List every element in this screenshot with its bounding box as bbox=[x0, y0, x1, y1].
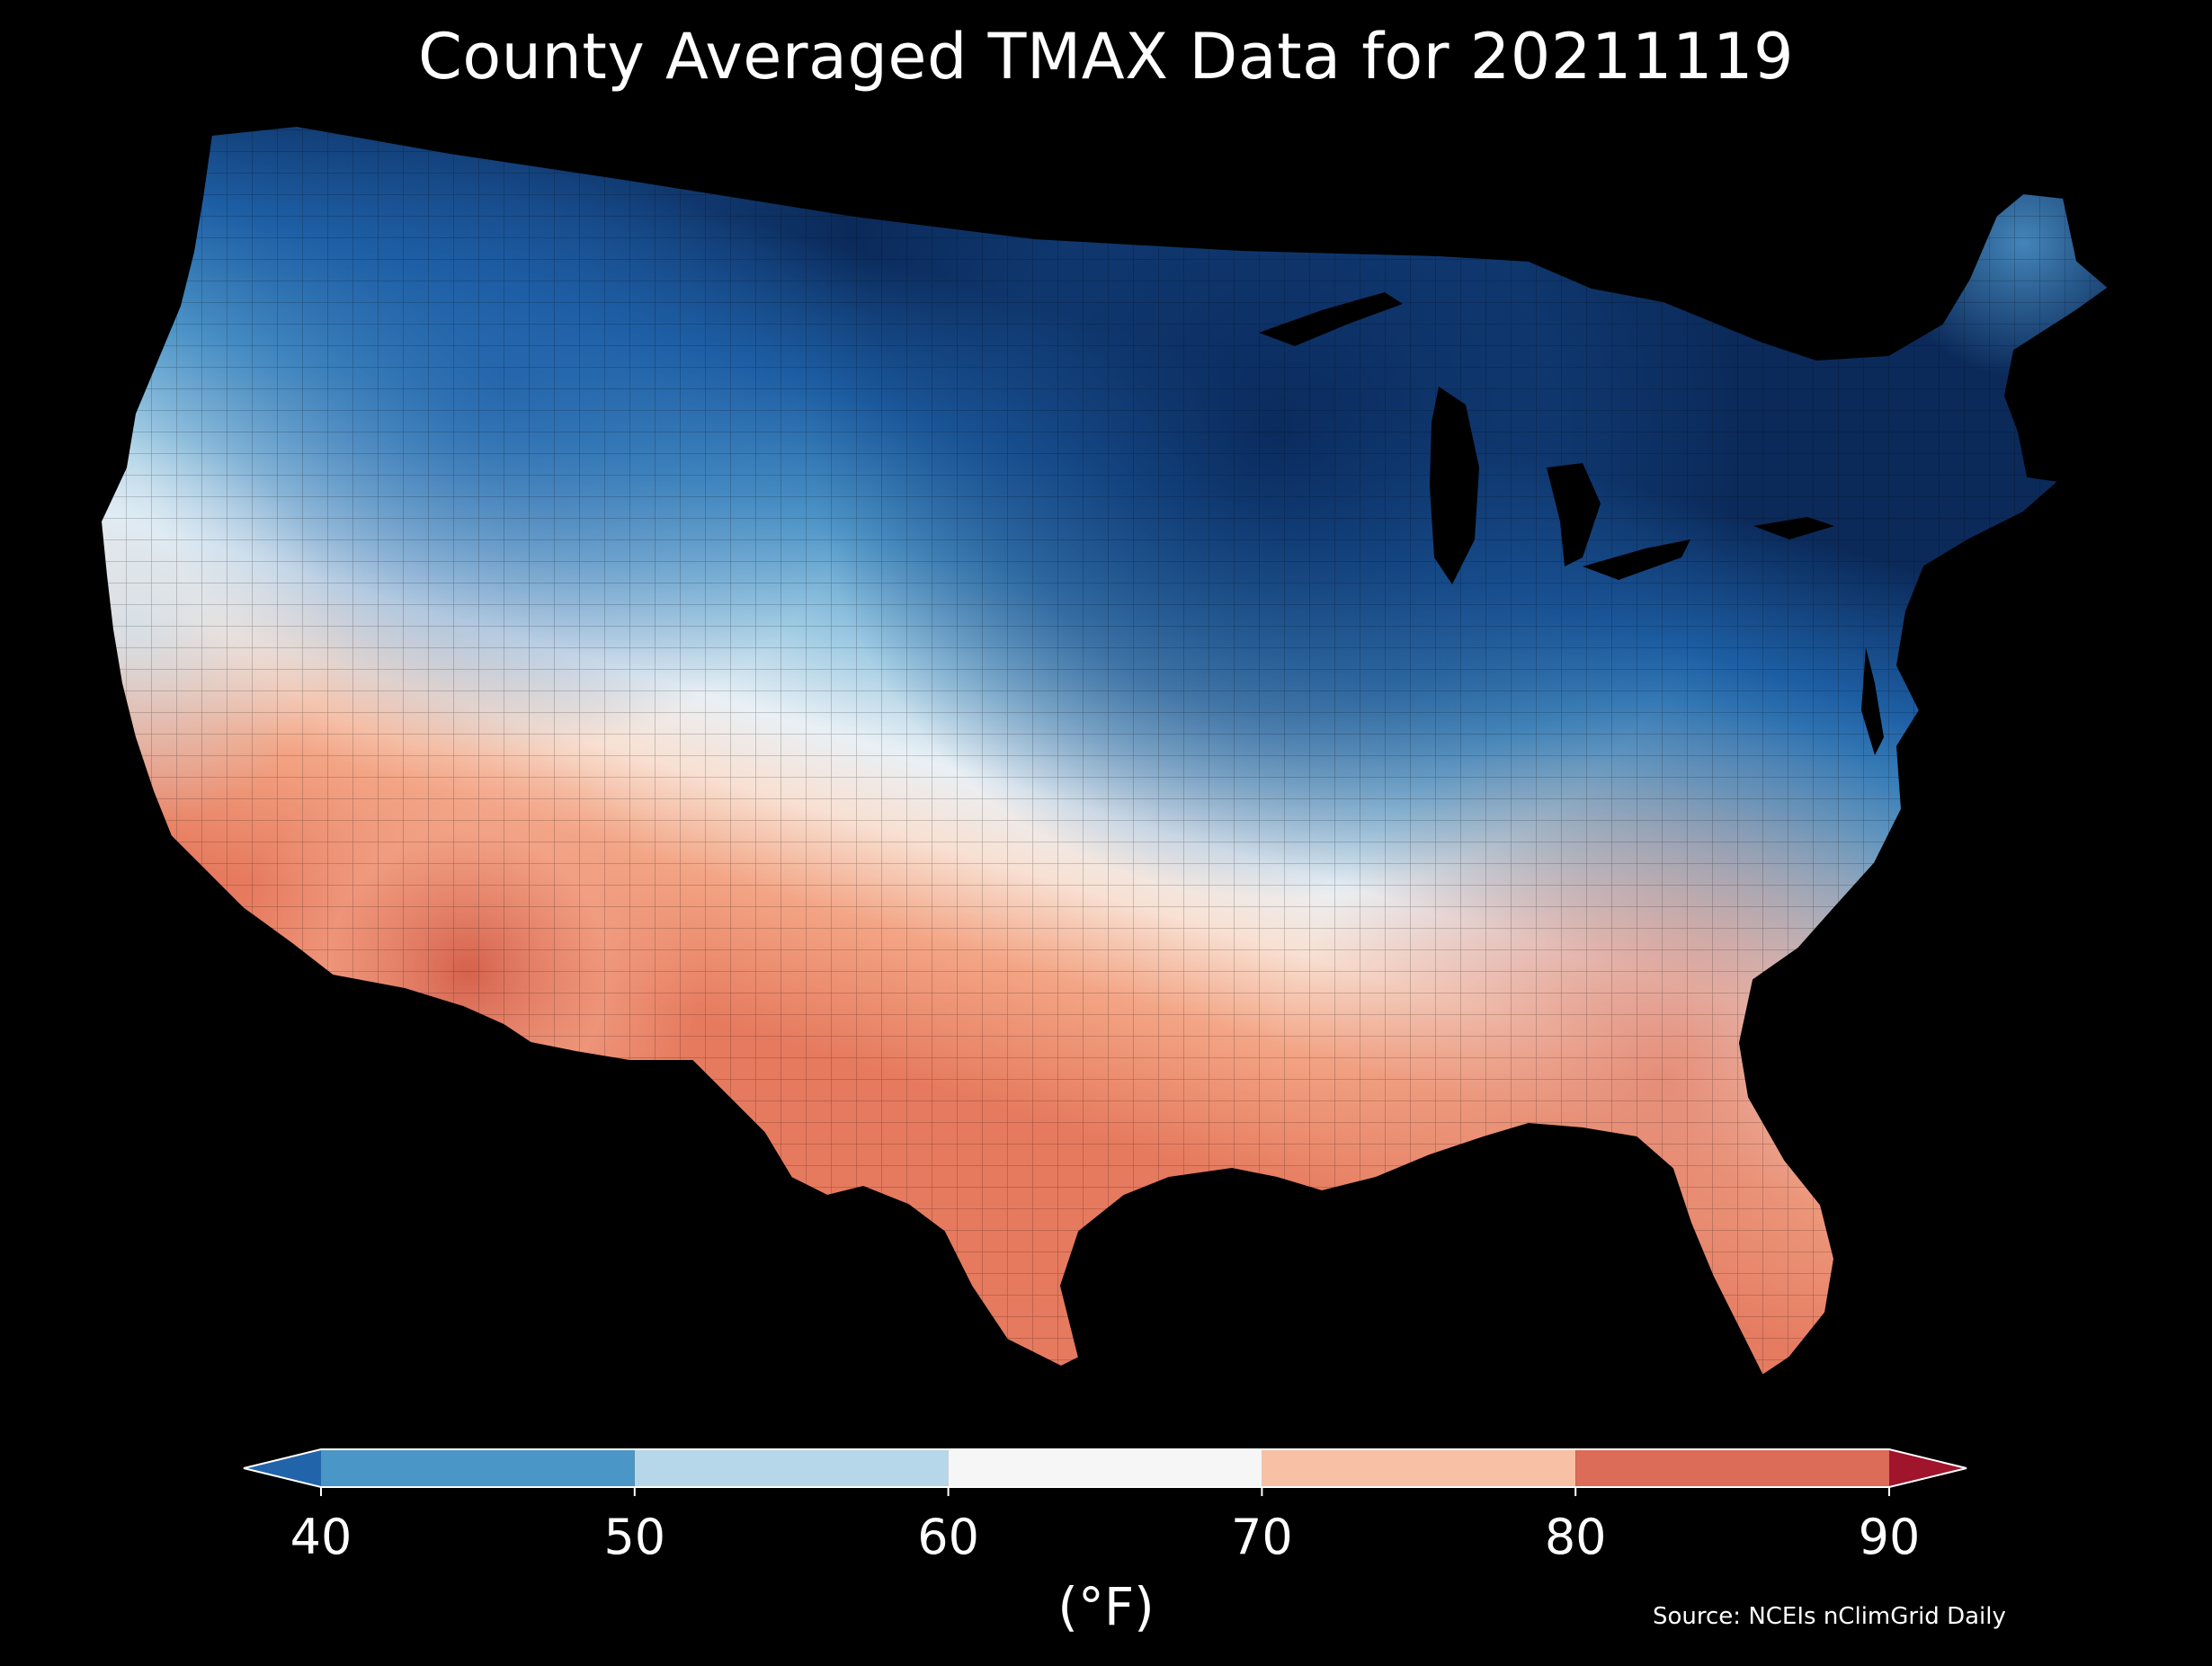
colorbar-tick-label: 80 bbox=[1544, 1509, 1607, 1565]
great-lakes bbox=[1259, 292, 1834, 584]
colorbar-units-label: (°F) bbox=[1057, 1576, 1155, 1637]
source-credit: Source: NCEIs nClimGrid Daily bbox=[1653, 1603, 2006, 1630]
colorbar-bin-50-60 bbox=[634, 1449, 949, 1487]
colorbar-tick-label: 40 bbox=[290, 1509, 352, 1565]
map-outline bbox=[99, 124, 2110, 1377]
colorbar-bin-60-70 bbox=[948, 1449, 1262, 1487]
colorbar-over-extension bbox=[1889, 1449, 1967, 1487]
colorbar-bin-80-90 bbox=[1575, 1449, 1889, 1487]
colorbar-tick-label: 70 bbox=[1231, 1509, 1293, 1565]
colorbar-tick-label: 60 bbox=[917, 1509, 979, 1565]
map-title: County Averaged TMAX Data for 20211119 bbox=[417, 20, 1795, 94]
chesapeake-bay bbox=[1861, 647, 1884, 755]
colorbar-under-extension bbox=[244, 1449, 321, 1487]
colorbar-bin-70-80 bbox=[1262, 1449, 1576, 1487]
colorbar-tick-label: 50 bbox=[603, 1509, 666, 1565]
colorbar-bin-40-50 bbox=[321, 1449, 635, 1487]
colorbar-tick-label: 90 bbox=[1858, 1509, 1921, 1565]
